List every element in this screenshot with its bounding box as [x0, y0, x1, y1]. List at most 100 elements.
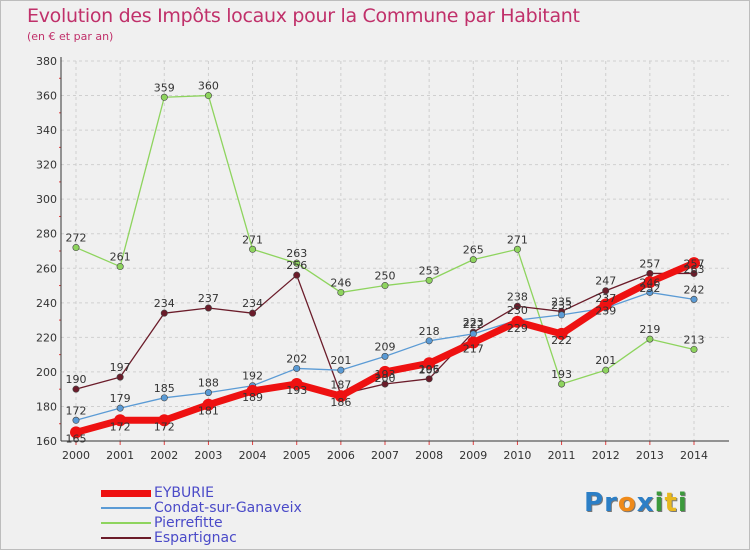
data-label-espartignac: 235 — [551, 295, 572, 308]
data-point-condat-sur-ganaveix — [646, 288, 654, 296]
data-point-espartignac — [381, 380, 389, 388]
data-label-eyburie: 229 — [507, 322, 528, 335]
data-point-eyburie — [511, 315, 524, 328]
y-tick-label: 320 — [36, 159, 57, 172]
data-label-espartignac: 223 — [463, 316, 484, 329]
data-label-condat-sur-ganaveix: 209 — [375, 340, 396, 353]
data-label-espartignac: 187 — [330, 378, 351, 391]
data-label-pierrefitte: 271 — [507, 233, 528, 246]
data-label-condat-sur-ganaveix: 246 — [639, 276, 660, 289]
data-point-eyburie — [688, 257, 700, 270]
data-point-pierrefitte — [690, 345, 698, 353]
chart-title: Evolution des Impôts locaux pour la Comm… — [27, 5, 580, 27]
y-tick-label: 240 — [36, 297, 57, 310]
data-point-condat-sur-ganaveix — [558, 311, 566, 319]
data-label-pierrefitte: 360 — [198, 80, 219, 93]
x-tick-label: 2009 — [459, 449, 487, 462]
legend-swatch — [101, 507, 151, 509]
data-point-eyburie — [555, 327, 568, 340]
data-label-eyburie: 172 — [154, 420, 175, 433]
data-label-eyburie: 222 — [551, 334, 572, 347]
data-label-eyburie: 205 — [419, 363, 440, 376]
data-label-condat-sur-ganaveix: 202 — [286, 352, 307, 365]
x-tick-label: 2012 — [592, 449, 620, 462]
data-label-espartignac: 234 — [154, 297, 175, 310]
data-label-pierrefitte: 201 — [595, 354, 616, 367]
data-label-eyburie: 200 — [375, 372, 396, 385]
data-label-pierrefitte: 265 — [463, 244, 484, 257]
logo-letter: o — [617, 488, 637, 518]
data-point-pierrefitte — [293, 259, 301, 267]
data-point-eyburie — [643, 276, 656, 289]
legend-swatch — [101, 522, 151, 524]
y-tick-label: 180 — [36, 400, 57, 413]
data-point-espartignac — [602, 287, 610, 295]
data-point-eyburie — [379, 365, 391, 378]
data-label-espartignac: 190 — [66, 373, 87, 386]
data-label-condat-sur-ganaveix: 172 — [66, 404, 87, 417]
legend-swatch — [101, 489, 151, 497]
data-label-espartignac: 256 — [286, 259, 307, 272]
data-point-condat-sur-ganaveix — [381, 352, 389, 360]
data-label-condat-sur-ganaveix: 222 — [463, 318, 484, 331]
x-tick-label: 2000 — [62, 449, 90, 462]
data-point-espartignac — [204, 304, 212, 312]
logo-letter: i — [654, 488, 665, 518]
x-tick-label: 2001 — [106, 449, 134, 462]
data-point-espartignac — [116, 373, 124, 381]
data-label-eyburie: 252 — [639, 282, 660, 295]
y-tick-label: 280 — [36, 228, 57, 241]
data-point-espartignac — [293, 271, 301, 279]
data-point-espartignac — [513, 302, 521, 310]
data-point-condat-sur-ganaveix — [204, 389, 212, 397]
logo-letter: P — [584, 488, 605, 518]
data-point-condat-sur-ganaveix — [293, 364, 301, 372]
data-point-eyburie — [599, 298, 612, 311]
logo-letter: t — [664, 488, 678, 518]
data-point-pierrefitte — [513, 245, 521, 253]
data-label-pierrefitte: 272 — [66, 232, 87, 245]
data-point-espartignac — [249, 309, 257, 317]
x-tick-label: 2008 — [415, 449, 443, 462]
data-label-condat-sur-ganaveix: 218 — [419, 325, 440, 338]
data-point-espartignac — [690, 269, 698, 277]
data-label-pierrefitte: 193 — [551, 368, 572, 381]
x-tick-label: 2007 — [371, 449, 399, 462]
data-label-condat-sur-ganaveix: 188 — [198, 377, 219, 390]
x-tick-label: 2004 — [239, 449, 267, 462]
data-point-condat-sur-ganaveix — [72, 416, 80, 424]
data-label-espartignac: 196 — [419, 363, 440, 376]
data-label-espartignac: 247 — [595, 275, 616, 288]
legend-label: EYBURIE — [154, 485, 214, 501]
data-label-espartignac: 197 — [110, 361, 131, 374]
x-tick-label: 2003 — [194, 449, 222, 462]
y-tick-label: 260 — [36, 262, 57, 275]
data-label-espartignac: 237 — [198, 292, 219, 305]
data-label-pierrefitte: 219 — [639, 323, 660, 336]
data-label-condat-sur-ganaveix: 237 — [595, 292, 616, 305]
data-point-pierrefitte — [160, 93, 168, 101]
data-point-pierrefitte — [381, 282, 389, 290]
data-label-pierrefitte: 263 — [286, 247, 307, 260]
x-tick-label: 2013 — [636, 449, 664, 462]
data-label-pierrefitte: 246 — [330, 276, 351, 289]
data-label-pierrefitte: 359 — [154, 81, 175, 94]
data-label-eyburie: 165 — [66, 432, 87, 445]
data-label-eyburie: 193 — [286, 384, 307, 397]
data-point-pierrefitte — [602, 366, 610, 374]
data-label-pierrefitte: 261 — [110, 251, 131, 264]
data-point-espartignac — [425, 375, 433, 383]
x-tick-label: 2002 — [150, 449, 178, 462]
data-label-condat-sur-ganaveix: 179 — [110, 392, 131, 405]
data-point-condat-sur-ganaveix — [116, 404, 124, 412]
y-tick-label: 220 — [36, 331, 57, 344]
data-label-espartignac: 257 — [684, 257, 705, 270]
data-point-pierrefitte — [646, 335, 654, 343]
y-tick-label: 340 — [36, 124, 57, 137]
y-tick-label: 160 — [36, 435, 57, 448]
chart-subtitle: (en € et par an) — [27, 30, 114, 43]
data-label-condat-sur-ganaveix: 233 — [551, 299, 572, 312]
data-label-espartignac: 193 — [375, 368, 396, 381]
